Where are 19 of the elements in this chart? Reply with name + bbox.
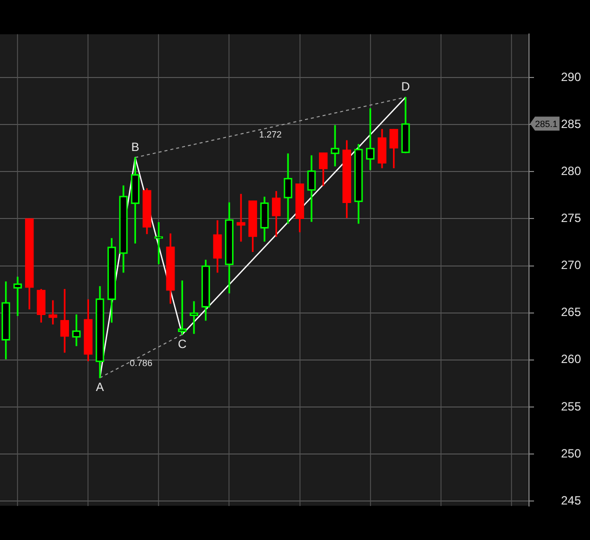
annotation: 1.272 xyxy=(259,129,282,140)
candlestick xyxy=(236,194,246,242)
y-tick-label: 265 xyxy=(561,305,582,320)
candlestick xyxy=(330,125,340,166)
y-tick-label: 245 xyxy=(561,493,582,508)
text: 285.1 xyxy=(535,119,558,130)
y-tick-label: 270 xyxy=(561,258,582,272)
data-label: A xyxy=(96,380,104,394)
y-tick-label: 290 xyxy=(561,70,582,84)
y-tick-label: 260 xyxy=(561,352,582,366)
data-label: C xyxy=(178,336,187,351)
data-label: D xyxy=(401,80,410,94)
y-tick-label: 275 xyxy=(561,211,582,226)
y-tick-label: 250 xyxy=(561,446,582,460)
y-tick-label: 255 xyxy=(561,399,582,414)
y-tick-label: 280 xyxy=(561,164,582,178)
annotation: 0.786 xyxy=(130,358,152,368)
data-label: B xyxy=(131,140,140,154)
y-tick-label: 285 xyxy=(561,116,582,131)
